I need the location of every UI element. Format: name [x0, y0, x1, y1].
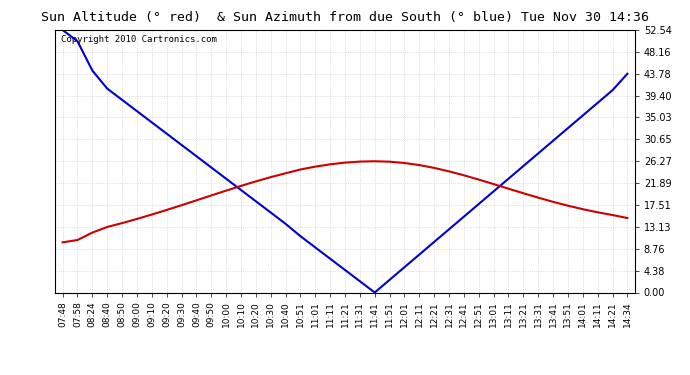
Text: Copyright 2010 Cartronics.com: Copyright 2010 Cartronics.com [61, 35, 217, 44]
Text: Sun Altitude (° red)  & Sun Azimuth from due South (° blue) Tue Nov 30 14:36: Sun Altitude (° red) & Sun Azimuth from … [41, 11, 649, 24]
